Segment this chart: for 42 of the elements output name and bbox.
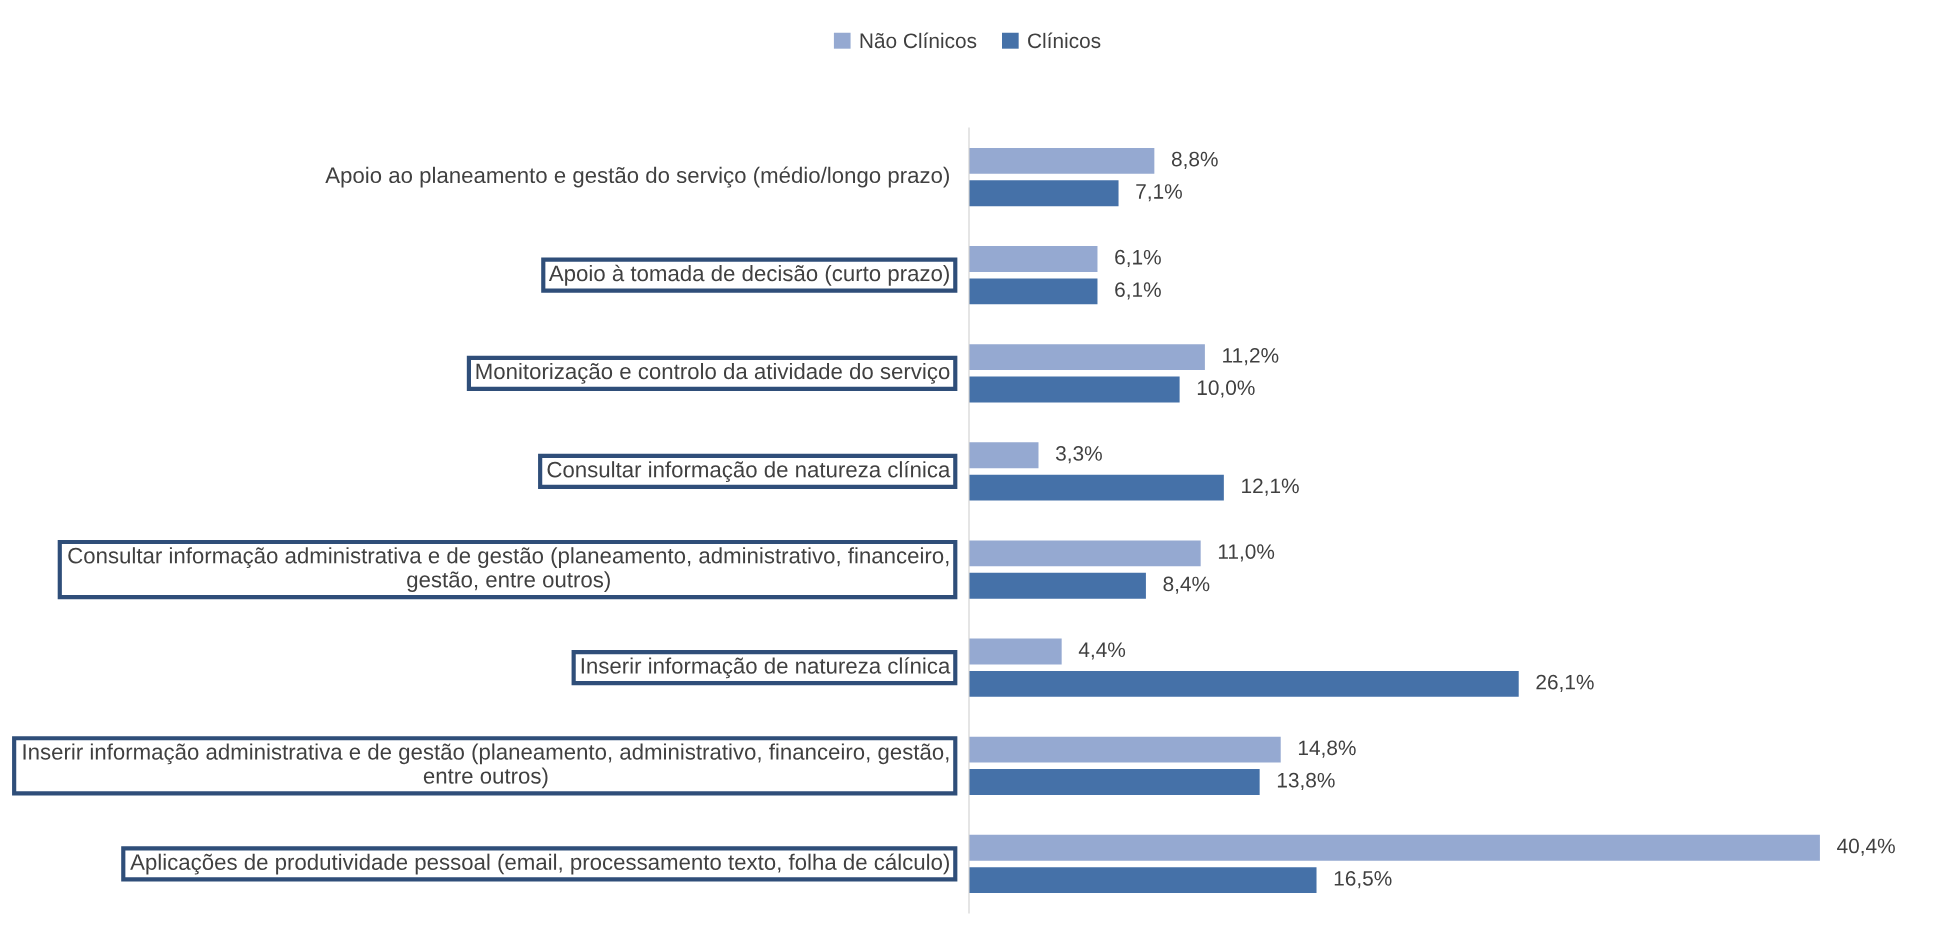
y-tick-label: Monitorização e controlo da atividade do serviço (476, 362, 950, 384)
data-label: 4,4% (1078, 642, 1126, 660)
data-label: 8,4% (1163, 576, 1210, 594)
bar (969, 540, 1201, 567)
legend-label: Clínicos (1028, 32, 1101, 49)
y-tick-label: Aplicações de produtividade pessoal (email, processamento texto, folha de cálculo) (130, 853, 949, 875)
bar (969, 834, 1820, 861)
data-label: 11,2% (1223, 347, 1279, 366)
bar (969, 736, 1281, 763)
data-label: 16,5% (1334, 870, 1392, 889)
bar (969, 638, 1062, 665)
bar (969, 442, 1039, 469)
data-label: 6,1% (1115, 282, 1161, 300)
data-label: 12,1% (1242, 478, 1299, 496)
y-tick-label: Consultar informação de natureza clínica (547, 460, 951, 482)
bar (969, 867, 1317, 894)
data-label: 40,4% (1837, 838, 1895, 856)
bar (969, 376, 1180, 403)
data-label: 7,1% (1136, 184, 1182, 202)
data-label: 11,0% (1218, 544, 1275, 562)
y-tick-label: Apoio ao planeamento e gestão do serviço (médio/longo prazo) (325, 166, 949, 188)
y-tick-label: Apoio à tomada de decisão (curto prazo) (548, 264, 949, 286)
y-tick-label: Inserir informação de natureza clínica (581, 657, 951, 679)
bar (969, 769, 1260, 795)
bar (969, 474, 1224, 501)
bar (969, 278, 1098, 305)
data-label: 6,1% (1115, 249, 1161, 268)
data-label: 13,8% (1277, 772, 1335, 791)
bar (969, 572, 1146, 599)
bar (969, 180, 1119, 207)
data-label: 8,8% (1171, 151, 1218, 169)
legend-label: Não Clínicos (860, 32, 977, 49)
data-label: 3,3% (1055, 446, 1102, 464)
data-label: 26,1% (1536, 674, 1594, 692)
bar (969, 344, 1205, 371)
y-tick-label: Consultar informação administrativa e de gestão (planeamento, administrativo, financeiro, gestão, entre outros) (68, 547, 949, 592)
data-label: 10,0% (1197, 380, 1255, 398)
bar (969, 147, 1155, 174)
bar (969, 670, 1519, 697)
data-label: 14,8% (1298, 740, 1356, 758)
bar (969, 246, 1098, 272)
y-tick-label: Inserir informação administrativa e de gestão (planeamento, administrativo, financeiro, gestão, entre outros) (23, 743, 949, 789)
